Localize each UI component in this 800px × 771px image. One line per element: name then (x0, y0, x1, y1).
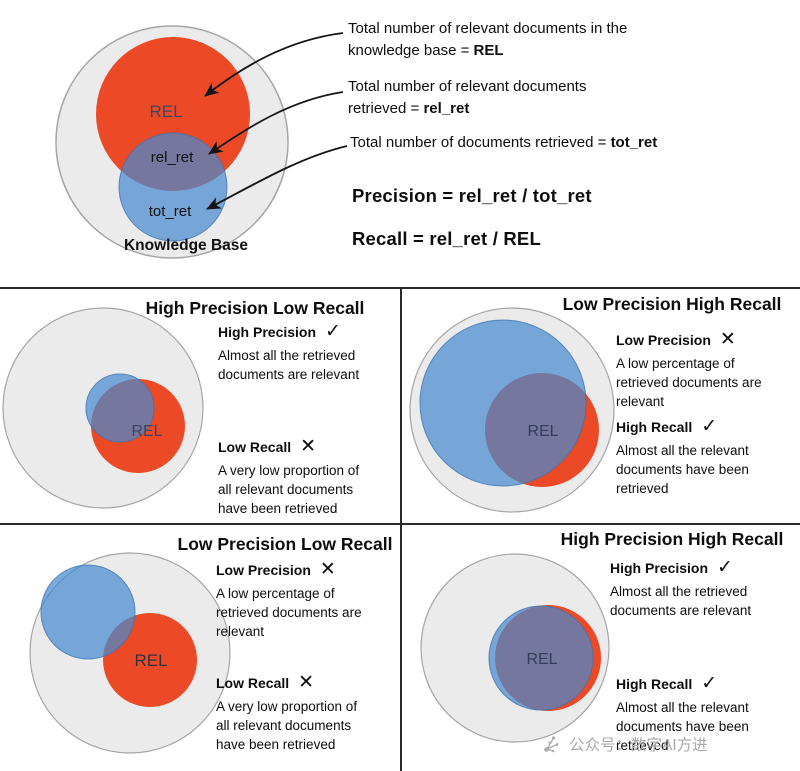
q4-recall-heading: High Recall ✓ (616, 674, 800, 693)
q3-precision-note: Low Precision ✕ A low percentage of retr… (216, 560, 406, 641)
knowledge-base-venn: REL rel_ret tot_ret Knowledge Base (55, 25, 348, 259)
annotation-rel-ret-term: rel_ret (423, 99, 470, 117)
watermark-text: 公众号：数字AI方进 (569, 737, 708, 754)
rel-label: REL (149, 102, 182, 121)
q3-venn: REL (29, 552, 231, 754)
annotation-rel-term: REL (473, 41, 504, 59)
q2-rel-label: REL (527, 423, 558, 440)
check-mark-icon: ✓ (701, 416, 718, 437)
q2-recall-heading: High Recall ✓ (616, 417, 800, 436)
note-body: A low percentage of retrieved documents … (216, 586, 362, 639)
annotation-rel-line1: Total number of relevant documents in th… (348, 20, 628, 37)
q1-recall-note: Low Recall ✕ A very low proportion of al… (218, 437, 408, 518)
watermark-logo-icon (544, 736, 559, 753)
q2-precision-heading: Low Precision ✕ (616, 330, 800, 349)
annotation-rel-ret: Total number of relevant documents retri… (348, 76, 586, 119)
q3-title: Low Precision Low Recall (177, 534, 393, 554)
note-body: A very low proportion of all relevant do… (216, 699, 358, 752)
arrow-to-rel-icon (204, 32, 344, 97)
q3-precision-heading: Low Precision ✕ (216, 560, 406, 579)
note-body: Almost all the relevant documents have b… (616, 700, 749, 753)
annotation-tot-ret: Total number of documents retrieved = to… (350, 132, 657, 154)
annotation-rel-ret-line1: Total number of relevant documents (348, 78, 587, 95)
q2-precision-note: Low Precision ✕ A low percentage of retr… (616, 330, 800, 411)
q2-retrieved-circle (419, 319, 587, 487)
note-heading: Low Precision (616, 331, 711, 348)
cross-mark-icon: ✕ (719, 329, 736, 350)
note-heading: High Recall (616, 418, 693, 435)
q4-rel-label: REL (526, 651, 557, 668)
q2-recall-note: High Recall ✓ Almost all the relevant do… (616, 417, 800, 498)
annotation-rel-line2: knowledge base = (348, 41, 474, 59)
precision-formula: Precision = rel_ret / tot_ret (352, 185, 592, 206)
q1-title: High Precision Low Recall (145, 298, 365, 318)
check-mark-icon: ✓ (325, 321, 341, 342)
note-body: Almost all the relevant documents have b… (616, 443, 749, 496)
q4-precision-heading: High Precision ✓ (610, 558, 800, 577)
q2-venn: REL (409, 307, 615, 513)
q1-rel-label: REL (131, 423, 162, 440)
cross-mark-icon: ✕ (298, 672, 315, 693)
q1-retrieved-circle (85, 373, 155, 443)
note-heading: High Recall (616, 675, 693, 692)
note-heading: Low Precision (216, 561, 311, 578)
annotation-rel: Total number of relevant documents in th… (348, 18, 627, 61)
q3-recall-heading: Low Recall ✕ (216, 673, 406, 692)
q1-precision-heading: High Precision ✓ (218, 322, 408, 341)
watermark: 公众号：数字AI方进 (540, 733, 708, 755)
q4-venn: REL (420, 553, 610, 743)
note-body: Almost all the retrieved documents are r… (218, 348, 360, 382)
arrow-to-tot-ret-icon (206, 145, 348, 210)
note-heading: High Precision (610, 559, 709, 576)
q3-retrieved-circle (40, 564, 136, 660)
cross-mark-icon: ✕ (319, 559, 336, 580)
annotation-tot-ret-term: tot_ret (610, 134, 658, 151)
q2-title: Low Precision High Recall (562, 294, 782, 314)
note-heading: Low Recall (216, 674, 290, 691)
note-heading: Low Recall (218, 438, 292, 455)
rel-ret-label: rel_ret (151, 149, 194, 166)
q4-retrieved-circle (488, 605, 594, 711)
q1-venn: REL (2, 307, 204, 509)
annotation-rel-ret-line2: retrieved = (348, 99, 424, 117)
note-body: A low percentage of retrieved documents … (616, 356, 762, 409)
q4-recall-note: High Recall ✓ Almost all the relevant do… (616, 674, 800, 755)
q3-rel-label: REL (134, 651, 167, 670)
q1-recall-heading: Low Recall ✕ (218, 437, 408, 456)
check-mark-icon: ✓ (701, 673, 718, 694)
q4-precision-note: High Precision ✓ Almost all the retrieve… (610, 558, 800, 620)
tot-ret-label: tot_ret (149, 203, 192, 220)
note-heading: High Precision (218, 323, 317, 340)
note-body: Almost all the retrieved documents are r… (610, 584, 752, 618)
divider-vertical (400, 287, 402, 771)
cross-mark-icon: ✕ (300, 436, 317, 457)
knowledge-base-label: Knowledge Base (124, 237, 248, 254)
q1-precision-note: High Precision ✓ Almost all the retrieve… (218, 322, 408, 384)
arrow-to-rel-ret-icon (208, 91, 344, 155)
q4-title: High Precision High Recall (560, 529, 784, 549)
check-mark-icon: ✓ (717, 557, 733, 578)
tot-ret-circle (118, 132, 228, 242)
annotation-tot-ret-line1: Total number of documents retrieved = (350, 134, 611, 151)
q3-recall-note: Low Recall ✕ A very low proportion of al… (216, 673, 406, 754)
recall-formula: Recall = rel_ret / REL (352, 228, 541, 249)
note-body: A very low proportion of all relevant do… (218, 463, 360, 516)
